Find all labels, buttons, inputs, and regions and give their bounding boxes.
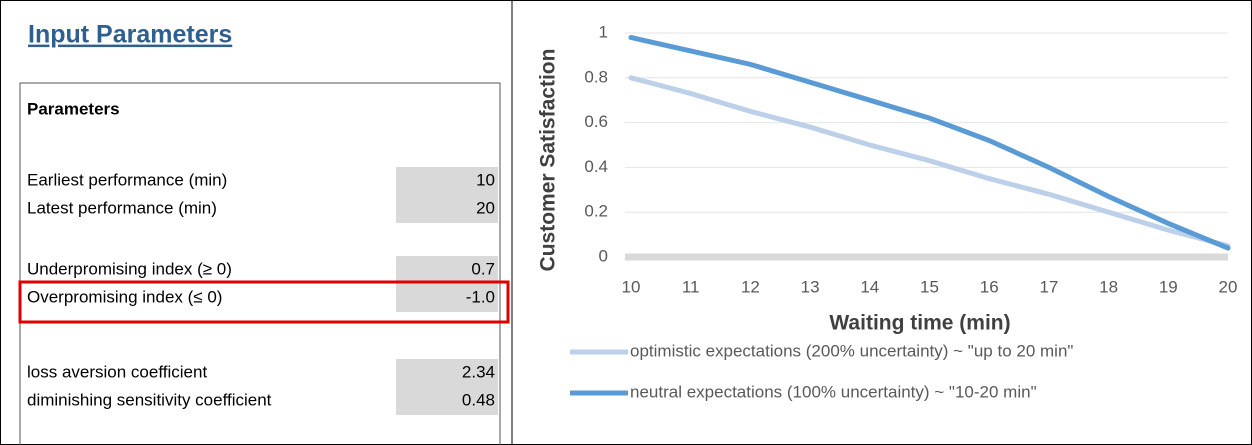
y-tick-label: 0 [599,246,608,265]
series-line [628,75,1231,249]
x-tick-label: 12 [741,277,760,296]
y-tick-label: 0.4 [584,157,608,176]
y-tick-label: 1 [599,22,608,41]
x-tick-label: 15 [920,277,939,296]
param-label: Overpromising index (≤ 0) [27,287,222,306]
param-label: Underpromising index (≥ 0) [27,259,232,278]
param-label: Latest performance (min) [27,198,217,217]
x-tick-label: 16 [980,277,999,296]
value-cell [396,387,498,415]
x-tick-label: 10 [622,277,641,296]
param-value: 2.34 [462,362,495,381]
x-tick-label: 19 [1159,277,1178,296]
legend-label: neutral expectations (100% uncertainty) … [630,382,1037,401]
value-cell [396,359,498,387]
x-tick-label: 18 [1099,277,1118,296]
highlight-box [18,280,510,324]
panel-title: Input Parameters [28,21,232,49]
param-label: Earliest performance (min) [27,170,227,189]
param-value: 10 [476,170,495,189]
value-cell [396,284,498,312]
value-cell [396,256,498,284]
x-tick-label: 11 [682,277,700,296]
series-line [628,34,1231,251]
param-value: 0.7 [471,259,495,278]
x-tick-label: 17 [1039,277,1058,296]
param-value: -1.0 [466,287,495,306]
x-tick-label: 13 [801,277,820,296]
param-value: 0.48 [462,390,495,409]
param-value: 20 [476,198,495,217]
table-header: Parameters [27,99,120,118]
y-axis-title: Customer Satisfaction [537,49,560,272]
y-tick-label: 0.6 [584,112,608,131]
legend-label: optimistic expectations (200% uncertaint… [630,341,1073,360]
y-tick-label: 0.2 [584,202,608,221]
x-tick-label: 20 [1219,277,1238,296]
x-tick-label: 14 [860,277,879,296]
table-box [19,82,501,445]
param-label: diminishing sensitivity coefficient [27,390,272,409]
y-tick-label: 0.8 [584,67,608,86]
value-cell [396,195,498,223]
value-cell [396,167,498,195]
param-label: loss aversion coefficient [27,362,207,381]
x-axis-title: Waiting time (min) [829,312,1010,335]
